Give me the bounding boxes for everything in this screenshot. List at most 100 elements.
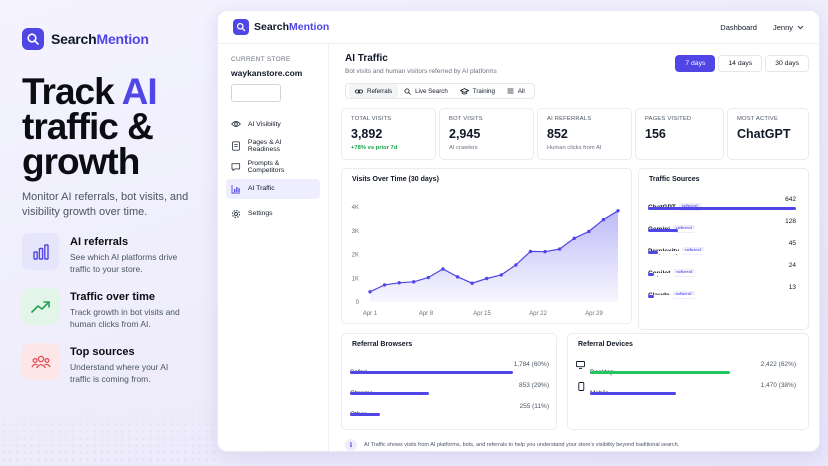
data-point[interactable] <box>441 267 445 271</box>
sidebar-item-ai-traffic[interactable]: AI Traffic <box>226 178 320 199</box>
source-bar-fill <box>648 295 654 298</box>
app-logo[interactable]: SearchMention <box>233 19 329 35</box>
browser-value: 255 (11%) <box>519 403 549 410</box>
visits-over-time-card: Visits Over Time (30 days) 0 1K 2K 3K 4K Apr … <box>341 168 632 324</box>
data-point[interactable] <box>514 263 518 267</box>
stat-ai-referrals: AI REFERRALS 852 Human clicks from AI <box>537 108 632 160</box>
data-point[interactable] <box>470 281 474 285</box>
visits-area <box>370 210 618 302</box>
page-subtitle: Bot visits and human visitors referred b… <box>345 68 497 75</box>
search-icon <box>404 88 411 95</box>
source-bar-fill <box>648 229 678 232</box>
filter-all[interactable]: All <box>501 84 531 98</box>
browser-row: Other255 (11%) <box>350 403 549 421</box>
data-point[interactable] <box>382 283 387 287</box>
dashboard-link[interactable]: Dashboard <box>720 22 757 32</box>
user-menu[interactable]: Jenny <box>773 23 804 32</box>
source-bar <box>648 295 796 298</box>
browser-bar-fill <box>350 371 514 374</box>
user-name: Jenny <box>772 22 793 32</box>
data-point[interactable] <box>543 249 547 254</box>
data-point[interactable] <box>485 276 489 281</box>
x-tick-label: Apr 22 <box>529 311 547 317</box>
data-point[interactable] <box>499 273 503 277</box>
data-point[interactable] <box>426 275 431 280</box>
search-logo-icon <box>22 28 44 50</box>
current-store-label: CURRENT STORE <box>231 56 291 63</box>
feature-ai-referrals: AI referrals See which AI platforms driv… <box>22 233 180 275</box>
x-tick-label: Apr 8 <box>419 311 434 317</box>
device-value: 2,422 (62%) <box>760 361 796 368</box>
data-point[interactable] <box>368 290 372 294</box>
sidebar-item-label: AI Visibility <box>248 120 281 128</box>
feature-top-sources: Top sources Understand where your AI tra… <box>22 343 180 385</box>
source-bar <box>648 251 796 254</box>
graduation-cap-icon <box>459 87 469 94</box>
file-icon <box>232 140 240 151</box>
filter-training[interactable]: Training <box>454 84 501 98</box>
data-point[interactable] <box>572 236 576 241</box>
x-tick-label: Apr 1 <box>363 311 378 317</box>
stat-bot-visits: BOT VISITS 2,945 AI crawlers <box>439 108 534 160</box>
device-bar-fill <box>590 371 730 374</box>
data-point[interactable] <box>528 249 533 254</box>
main-content: AI Traffic Bot visits and human visitors… <box>329 44 819 451</box>
data-point[interactable] <box>412 280 416 284</box>
x-tick-label: Apr 15 <box>473 311 491 317</box>
y-tick-label: 3K <box>352 229 359 235</box>
dot-pattern-decoration <box>0 386 215 466</box>
chat-icon <box>231 163 241 172</box>
browser-bar-fill <box>350 392 429 395</box>
device-bar-fill <box>590 392 676 395</box>
range-7-days-button[interactable]: 7 days <box>675 55 716 72</box>
traffic-source-row: Claudereferral13 <box>648 284 796 302</box>
sidebar-item-ai-visibility[interactable]: AI Visibility <box>226 114 320 134</box>
y-tick-label: 1K <box>352 276 359 282</box>
data-point[interactable] <box>557 247 562 251</box>
traffic-source-row: Geminireferral128 <box>648 218 796 236</box>
traffic-source-row: Perplexityreferral45 <box>648 240 796 258</box>
sidebar-item-pages[interactable]: Pages & AI Readiness <box>226 136 320 156</box>
source-value: 13 <box>788 284 796 291</box>
data-point[interactable] <box>397 281 401 285</box>
data-point[interactable] <box>616 209 620 213</box>
filter-live-search[interactable]: Live Search <box>398 84 454 98</box>
page-title: AI Traffic <box>345 53 388 64</box>
source-bar-fill <box>648 273 654 276</box>
source-value: 45 <box>788 240 796 247</box>
referral-devices-title: Referral Devices <box>578 341 633 348</box>
info-icon: i <box>345 439 357 451</box>
chevron-down-icon <box>797 25 804 29</box>
device-bar <box>590 371 730 374</box>
data-point[interactable] <box>601 217 606 222</box>
sidebar-item-label: AI Traffic <box>248 185 275 192</box>
x-tick-label: Apr 29 <box>585 311 603 317</box>
browser-row: Chrome853 (29%) <box>350 382 549 400</box>
traffic-source-row: Copilotreferral24 <box>648 262 796 280</box>
referral-devices-card: Referral Devices Desktop2,422 (62%) Mobil… <box>567 333 809 430</box>
data-point[interactable] <box>587 229 591 234</box>
sidebar-item-label: Pages & AI Readiness <box>247 138 282 153</box>
source-bar-fill <box>648 251 659 254</box>
filter-referrals[interactable]: Referrals <box>349 84 399 98</box>
range-14-days-button[interactable]: 14 days <box>718 55 763 72</box>
marketing-panel: SearchMention Track AI traffic & growth … <box>0 0 215 466</box>
device-value: 1,470 (38%) <box>760 382 796 389</box>
info-footer: i AI Traffic shows visits from AI platfo… <box>345 439 679 451</box>
sidebar-item-prompts[interactable]: Prompts & Competitors <box>226 157 320 177</box>
chart-icon <box>231 184 240 193</box>
source-value: 642 <box>785 196 796 203</box>
feature-desc: See which AI platforms drive traffic to … <box>70 252 178 274</box>
current-store-name: waykanstore.com <box>231 68 303 78</box>
store-selector[interactable] <box>231 84 281 102</box>
range-30-days-button[interactable]: 30 days <box>765 55 809 72</box>
data-point[interactable] <box>455 275 460 279</box>
sidebar-item-settings[interactable]: Settings <box>226 204 320 224</box>
browser-bar <box>350 413 520 416</box>
stat-total-visits: TOTAL VISITS 3,892 +78% vs prior 7d <box>341 108 436 160</box>
top-bar: SearchMention Dashboard Jenny <box>218 11 819 44</box>
footer-text: AI Traffic shows visits from AI platform… <box>364 442 680 448</box>
source-bar-fill <box>648 207 796 210</box>
source-value: 128 <box>785 218 796 225</box>
traffic-source-row: ChatGPTreferral642 <box>648 196 796 214</box>
